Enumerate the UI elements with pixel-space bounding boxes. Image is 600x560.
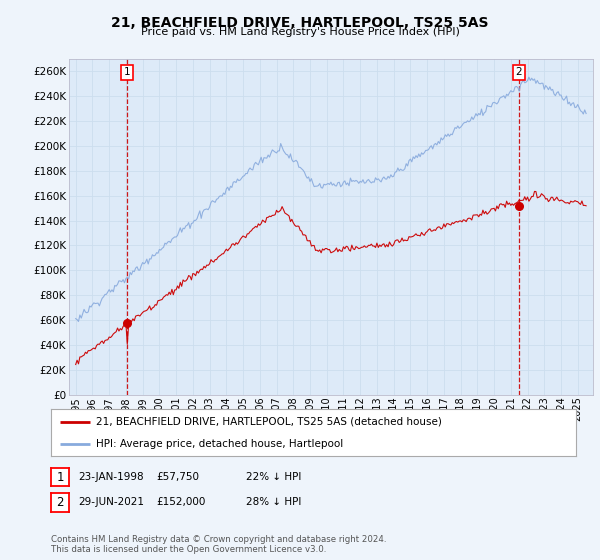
Text: 22% ↓ HPI: 22% ↓ HPI: [246, 472, 301, 482]
Text: 1: 1: [56, 470, 64, 484]
Text: 29-JUN-2021: 29-JUN-2021: [78, 497, 144, 507]
Text: £57,750: £57,750: [156, 472, 199, 482]
Text: 21, BEACHFIELD DRIVE, HARTLEPOOL, TS25 5AS (detached house): 21, BEACHFIELD DRIVE, HARTLEPOOL, TS25 5…: [95, 417, 442, 427]
Text: Contains HM Land Registry data © Crown copyright and database right 2024.
This d: Contains HM Land Registry data © Crown c…: [51, 535, 386, 554]
Text: Price paid vs. HM Land Registry's House Price Index (HPI): Price paid vs. HM Land Registry's House …: [140, 27, 460, 37]
Text: £152,000: £152,000: [156, 497, 205, 507]
Text: 2: 2: [515, 67, 523, 77]
Text: 2: 2: [56, 496, 64, 509]
Text: HPI: Average price, detached house, Hartlepool: HPI: Average price, detached house, Hart…: [95, 438, 343, 449]
Text: 21, BEACHFIELD DRIVE, HARTLEPOOL, TS25 5AS: 21, BEACHFIELD DRIVE, HARTLEPOOL, TS25 5…: [111, 16, 489, 30]
Text: 28% ↓ HPI: 28% ↓ HPI: [246, 497, 301, 507]
Text: 23-JAN-1998: 23-JAN-1998: [78, 472, 143, 482]
Text: 1: 1: [124, 67, 130, 77]
